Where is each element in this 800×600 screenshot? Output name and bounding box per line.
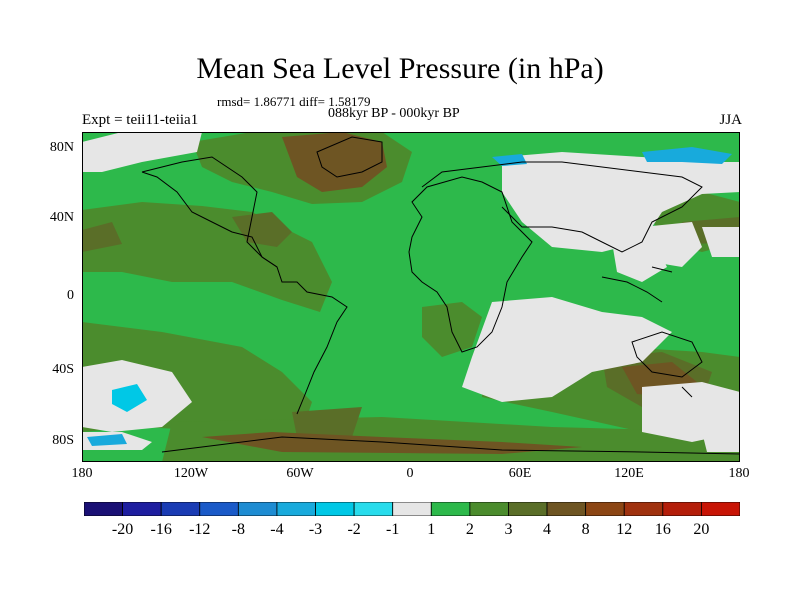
lat-label-0: 0 [67, 288, 74, 303]
colorbar-cell [237, 502, 278, 516]
season-label: JJA [719, 112, 742, 128]
lon-label-120w: 120W [173, 466, 209, 481]
colorbar-cell [430, 502, 471, 516]
colorbar-tick-label: 8 [581, 521, 590, 538]
map-title: Mean Sea Level Pressure (in hPa) [196, 52, 604, 85]
colorbar-tick-label: -2 [347, 521, 361, 538]
colorbar-tick-label: -4 [270, 521, 284, 538]
colorbar-cell [276, 502, 316, 516]
colorbar-tick-label: -8 [231, 521, 245, 538]
colorbar-cell [392, 502, 432, 516]
colorbar-cell [353, 502, 394, 516]
colorbar-tick-label: 12 [616, 521, 633, 538]
colorbar-tick-label: -1 [386, 521, 400, 538]
colorbar-cell [199, 502, 239, 516]
colorbar-tick-label: 20 [693, 521, 710, 538]
lon-label-60e: 60E [508, 466, 532, 481]
colorbar-cell [546, 502, 587, 516]
colorbar-cell [662, 502, 702, 516]
colorbar-tick-label: -3 [308, 521, 323, 538]
colorbar-cell [469, 502, 509, 516]
colorbar-cell [508, 502, 548, 516]
lat-label-80n: 80N [49, 140, 74, 155]
stats-text: rmsd= 1.86771 diff= 1.58179 [217, 94, 371, 109]
colorbar-tick-label: 1 [427, 521, 436, 538]
colorbar [84, 502, 740, 516]
lon-label-60w: 60W [286, 466, 314, 481]
colorbar-cell [160, 502, 201, 516]
lat-label-80s: 80S [52, 433, 74, 448]
colorbar-tick-label: -20 [111, 521, 134, 538]
map-frame [82, 132, 740, 462]
lat-label-40n: 40N [49, 210, 74, 225]
colorbar-cell [84, 502, 123, 516]
lon-label-180e: 180 [728, 466, 750, 481]
colorbar-cell [623, 502, 664, 516]
lon-label-0: 0 [406, 466, 414, 481]
colorbar-cell [122, 502, 162, 516]
colorbar-cell [701, 502, 740, 516]
period-text: 088kyr BP - 000kyr BP [328, 106, 460, 121]
pressure-map [82, 132, 740, 462]
colorbar-tick-label: 2 [465, 521, 474, 538]
colorbar-tick-label: 4 [543, 521, 552, 538]
lon-label-180w: 180 [71, 466, 93, 481]
colorbar-tick-label: -12 [189, 521, 211, 538]
colorbar-tick-label: 16 [654, 521, 671, 538]
cyan-regions [87, 147, 732, 446]
coastlines [141, 136, 740, 455]
lon-label-120e: 120E [614, 466, 644, 481]
experiment-label: Expt = teii11-teiia1 [82, 112, 199, 128]
colorbar-tick-label: 3 [504, 521, 513, 538]
lat-label-40s: 40S [52, 362, 74, 377]
colorbar-tick-label: -16 [150, 521, 172, 538]
colorbar-cell [315, 502, 355, 516]
colorbar-cell [585, 502, 625, 516]
